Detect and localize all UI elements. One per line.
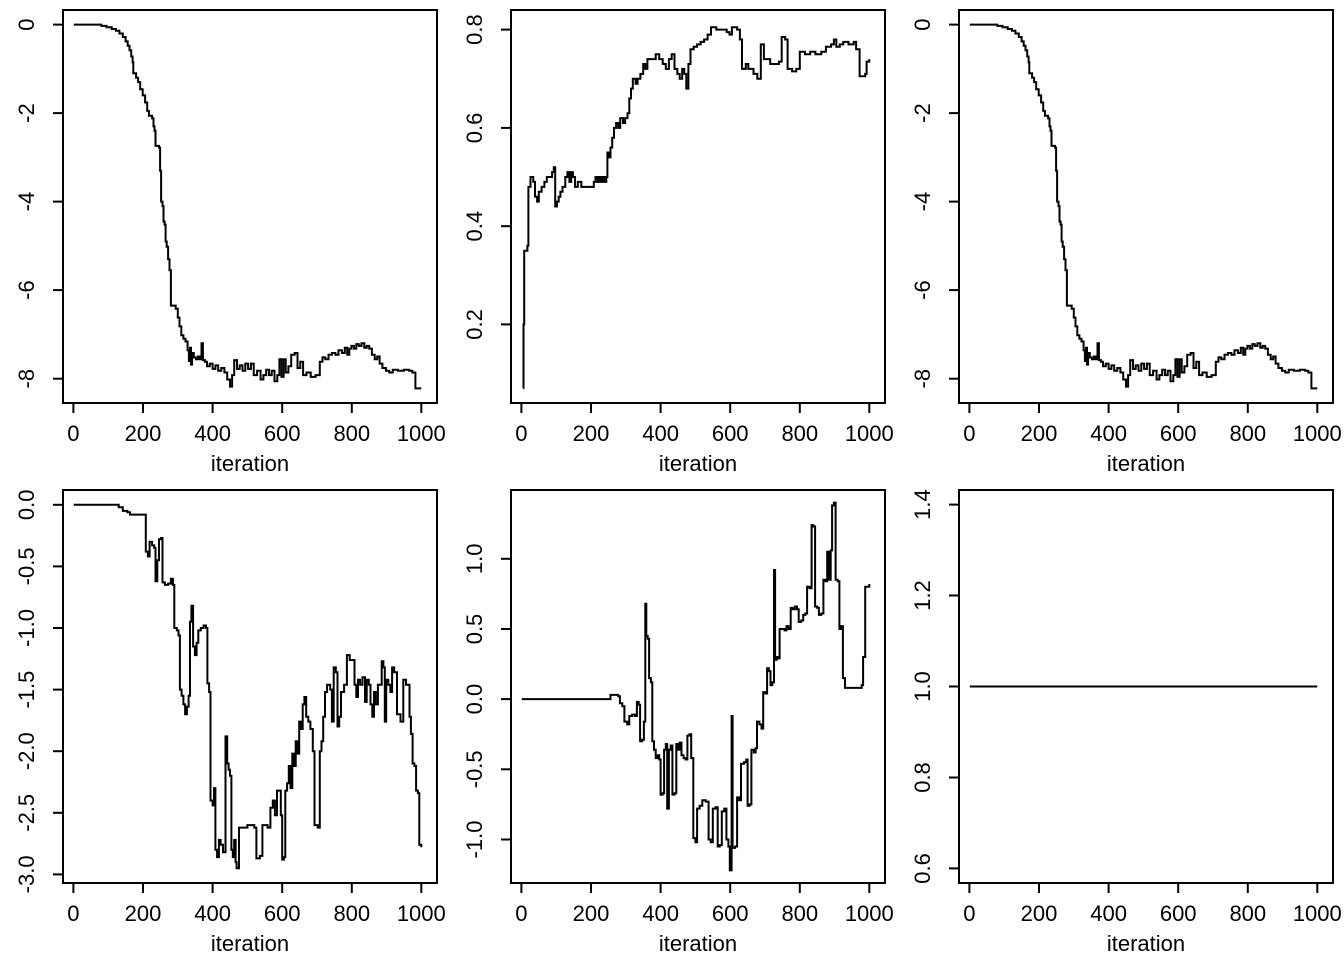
trace-plot-svg-bottom-right: 0 200 400 600 800 1000 0.6 0.8 1.0 1.2 1.4 iteratio… — [910, 489, 1342, 956]
x-tick-label: 400 — [194, 421, 231, 446]
x-tick-label: 0 — [67, 901, 79, 926]
y-tick-label: -0.5 — [14, 547, 39, 585]
y-tick-label: -0.5 — [462, 750, 487, 788]
y-tick-label: 0.0 — [462, 684, 487, 715]
trace-plot-svg-bottom-left: 0 200 400 600 800 1000 0.0 -0.5 -1.0 -1.5 -2.0 -2.5… — [14, 489, 446, 956]
y-tick-label: 1.0 — [910, 671, 935, 702]
x-tick-label: 400 — [1090, 421, 1127, 446]
y-tick-label: -1.0 — [462, 821, 487, 859]
trace-plot-panel-bottom-right: 0 200 400 600 800 1000 0.6 0.8 1.0 1.2 1.4 iteratio… — [896, 480, 1344, 960]
y-tick-label: 1.2 — [910, 580, 935, 611]
x-tick-label: 600 — [264, 901, 301, 926]
x-tick-label: 200 — [573, 901, 610, 926]
trace-line — [969, 23, 1318, 390]
x-tick-label: 400 — [642, 421, 679, 446]
y-tick-label: -2 — [14, 103, 39, 123]
plot-border — [510, 9, 886, 404]
x-axis-title: iteration — [659, 451, 737, 476]
x-tick-label: 600 — [712, 421, 749, 446]
y-tick-label: -1.5 — [14, 671, 39, 709]
x-tick-label: 400 — [194, 901, 231, 926]
x-tick-label: 0 — [67, 421, 79, 446]
trace-plot-svg-top-middle: 0 200 400 600 800 1000 0.2 0.4 0.6 0.8 iteration — [462, 9, 894, 476]
trace-plot-svg-top-left: 0 200 400 600 800 1000 0 -2 -4 -6 -8 iteration — [14, 9, 446, 476]
y-tick-label: 1.4 — [910, 489, 935, 520]
x-axis-title: iteration — [659, 931, 737, 956]
y-tick-label: -3.0 — [14, 855, 39, 893]
y-tick-label: -8 — [14, 369, 39, 389]
x-tick-label: 800 — [1229, 421, 1266, 446]
x-tick-label: 800 — [1229, 901, 1266, 926]
trace-line — [73, 503, 423, 870]
x-tick-label: 400 — [642, 901, 679, 926]
y-tick-label: 0.4 — [462, 211, 487, 242]
trace-plot-panel-bottom-left: 0 200 400 600 800 1000 0.0 -0.5 -1.0 -1.5 -2.0 -2.5… — [0, 480, 448, 960]
y-tick-label: 0.6 — [910, 853, 935, 884]
x-tick-label: 200 — [1021, 421, 1058, 446]
x-tick-label: 600 — [264, 421, 301, 446]
trace-plot-svg-top-right: 0 200 400 600 800 1000 0 -2 -4 -6 -8 iteration — [910, 9, 1342, 476]
plot-border — [510, 489, 886, 884]
x-tick-label: 600 — [712, 901, 749, 926]
plot-border — [62, 9, 438, 404]
x-tick-label: 200 — [125, 421, 162, 446]
y-tick-label: 0 — [14, 18, 39, 30]
trace-line — [521, 501, 871, 872]
x-tick-label: 800 — [781, 901, 818, 926]
trace-plot-panel-top-middle: 0 200 400 600 800 1000 0.2 0.4 0.6 0.8 iteration — [448, 0, 896, 480]
y-tick-label: 0.2 — [462, 309, 487, 340]
x-tick-label: 0 — [963, 901, 975, 926]
y-tick-label: -6 — [910, 280, 935, 300]
x-tick-label: 1000 — [845, 901, 894, 926]
y-tick-label: 0.6 — [462, 113, 487, 144]
x-tick-label: 200 — [1021, 901, 1058, 926]
x-axis-title: iteration — [211, 931, 289, 956]
y-tick-label: -2.5 — [14, 794, 39, 832]
x-tick-label: 400 — [1090, 901, 1127, 926]
x-tick-label: 800 — [333, 421, 370, 446]
y-tick-label: -1.0 — [14, 609, 39, 647]
x-tick-label: 0 — [963, 421, 975, 446]
plot-border — [62, 489, 438, 884]
y-tick-label: 1.0 — [462, 544, 487, 575]
y-tick-label: 0.8 — [462, 14, 487, 45]
trace-line — [522, 26, 871, 390]
x-tick-label: 600 — [1160, 421, 1197, 446]
x-tick-label: 800 — [781, 421, 818, 446]
x-axis-title: iteration — [211, 451, 289, 476]
y-tick-label: -4 — [910, 192, 935, 212]
y-tick-label: -8 — [910, 369, 935, 389]
x-tick-label: 1000 — [1293, 421, 1342, 446]
x-axis-title: iteration — [1107, 451, 1185, 476]
x-tick-label: 0 — [515, 901, 527, 926]
x-tick-label: 800 — [333, 901, 370, 926]
y-tick-label: 0 — [910, 18, 935, 30]
x-tick-label: 1000 — [397, 901, 446, 926]
y-tick-label: -2.0 — [14, 732, 39, 770]
trace-line — [73, 23, 422, 390]
x-tick-label: 1000 — [845, 421, 894, 446]
plot-border — [958, 489, 1334, 884]
y-tick-label: -6 — [14, 280, 39, 300]
x-tick-label: 0 — [515, 421, 527, 446]
x-tick-label: 1000 — [397, 421, 446, 446]
trace-plot-panel-bottom-middle: 0 200 400 600 800 1000 -1.0 -0.5 0.0 0.5 1.0 iterat… — [448, 480, 896, 960]
trace-plot-panel-top-left: 0 200 400 600 800 1000 0 -2 -4 -6 -8 iteration — [0, 0, 448, 480]
y-tick-label: -4 — [14, 192, 39, 212]
x-tick-label: 200 — [125, 901, 162, 926]
x-tick-label: 200 — [573, 421, 610, 446]
y-tick-label: 0.5 — [462, 614, 487, 645]
y-tick-label: 0.0 — [14, 490, 39, 521]
x-axis-title: iteration — [1107, 931, 1185, 956]
x-tick-label: 600 — [1160, 901, 1197, 926]
trace-plot-panel-top-right: 0 200 400 600 800 1000 0 -2 -4 -6 -8 iteration — [896, 0, 1344, 480]
y-tick-label: 0.8 — [910, 762, 935, 793]
y-tick-label: -2 — [910, 103, 935, 123]
plot-border — [958, 9, 1334, 404]
trace-plot-svg-bottom-middle: 0 200 400 600 800 1000 -1.0 -0.5 0.0 0.5 1.0 iterat… — [462, 489, 894, 956]
x-tick-label: 1000 — [1293, 901, 1342, 926]
